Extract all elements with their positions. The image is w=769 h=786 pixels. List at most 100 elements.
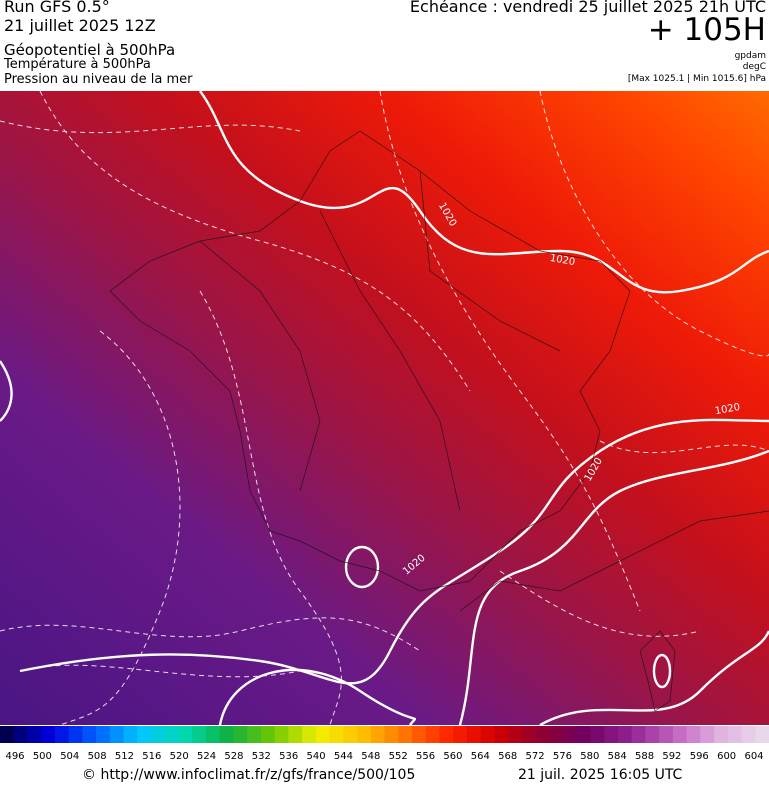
lead-time: + 105H (647, 12, 766, 48)
color-swatch (453, 726, 468, 743)
unit: degC (742, 62, 766, 72)
colorbar-label: 572 (525, 751, 544, 762)
color-swatch (13, 726, 28, 743)
color-swatch (302, 726, 317, 743)
colorbar-label: 508 (88, 751, 107, 762)
color-swatch (672, 726, 688, 743)
color-swatch (384, 726, 399, 743)
colorbar-label: 536 (279, 751, 298, 762)
color-swatch (590, 726, 605, 743)
color-swatch (645, 726, 660, 743)
color-swatch (41, 726, 56, 743)
color-swatch (466, 726, 482, 743)
colorbar-label: 580 (580, 751, 599, 762)
color-swatch (274, 726, 289, 743)
title: Géopotentiel à 500hPa (4, 41, 176, 59)
colorbar-label: 604 (744, 751, 763, 762)
color-swatch (329, 726, 344, 743)
borders (109, 130, 769, 712)
color-swatch (27, 726, 42, 743)
colorbar: 496 500 504 508 512 516 520 524 528 532 536 540 544 5… (0, 726, 769, 762)
colorbar-label: 592 (662, 751, 681, 762)
run-date: 21 juillet 2025 12Z (4, 16, 156, 35)
colorbar-label: 524 (197, 751, 216, 762)
color-swatch (54, 726, 70, 743)
colorbar-label: 548 (361, 751, 380, 762)
color-swatch (604, 726, 619, 743)
color-swatch (219, 726, 234, 743)
color-swatch (164, 726, 180, 743)
color-swatch (247, 726, 262, 743)
color-swatch (123, 726, 138, 743)
colorbar-label: 560 (443, 751, 462, 762)
color-swatch (260, 726, 276, 743)
colorbar-label: 500 (33, 751, 52, 762)
color-swatch (576, 726, 591, 743)
color-swatch (398, 726, 413, 743)
colorbar-label: 528 (224, 751, 243, 762)
color-swatch (617, 726, 633, 743)
max-min: [Max 1025.1 | Min 1015.6] hPa (627, 74, 766, 84)
color-swatch (109, 726, 125, 743)
color-swatch (205, 726, 221, 743)
colorbar-label: 512 (115, 751, 134, 762)
color-swatch (288, 726, 303, 743)
color-swatch (137, 726, 152, 743)
color-swatch (233, 726, 248, 743)
color-swatch (508, 726, 523, 743)
isobar-label: 1020 (714, 402, 741, 417)
color-swatch (439, 726, 454, 743)
colorbar-label: 564 (471, 751, 490, 762)
color-swatch (700, 726, 715, 743)
subtitle: Pression au niveau de la mer (4, 72, 193, 87)
color-swatch (425, 726, 440, 743)
field (0, 91, 769, 725)
color-swatch (727, 726, 743, 743)
color-swatch (192, 726, 207, 743)
colorbar-label: 556 (416, 751, 435, 762)
color-swatch (659, 726, 674, 743)
colorbar-label: 520 (170, 751, 189, 762)
color-swatch (370, 726, 385, 743)
color-swatch (315, 726, 331, 743)
color-swatch (521, 726, 537, 743)
timestamp: 21 juil. 2025 16:05 UTC (518, 767, 683, 783)
color-swatch (549, 726, 564, 743)
color-swatch (151, 726, 166, 743)
colorbar-label: 516 (142, 751, 161, 762)
colorbar-label: 544 (334, 751, 353, 762)
unit: gpdam (734, 51, 766, 61)
isobar-label: 1020 (549, 253, 576, 268)
source-url: © http://www.infoclimat.fr/z/gfs/france/… (82, 767, 416, 783)
isobars (0, 91, 769, 725)
colorbar-label: 600 (717, 751, 736, 762)
run: Run GFS 0.5° (4, 0, 110, 16)
color-swatch (357, 726, 372, 743)
echeance: Echéance : vendredi 25 juillet 2025 21h … (409, 0, 766, 16)
color-swatch (343, 726, 358, 743)
colorbar-label: 568 (498, 751, 517, 762)
color-swatch (0, 726, 15, 743)
colorbar-label: 540 (307, 751, 326, 762)
subtitle: Température à 500hPa (4, 57, 151, 72)
colorbar-label: 532 (252, 751, 271, 762)
color-swatch (631, 726, 646, 743)
isotherms (0, 91, 769, 725)
colorbar-label: 584 (608, 751, 627, 762)
colorbar-label: 496 (5, 751, 24, 762)
color-swatch (494, 726, 509, 743)
color-swatch (82, 726, 97, 743)
colorbar-label: 504 (60, 751, 79, 762)
colorbar-label: 596 (690, 751, 709, 762)
color-swatch (686, 726, 701, 743)
colorbar-label: 552 (389, 751, 408, 762)
color-swatch (714, 726, 729, 743)
color-swatch (178, 726, 193, 743)
colorbar-label: 576 (553, 751, 572, 762)
colorbar-label: 588 (635, 751, 654, 762)
color-swatch (741, 726, 756, 743)
color-swatch (535, 726, 550, 743)
color-swatch (563, 726, 578, 743)
